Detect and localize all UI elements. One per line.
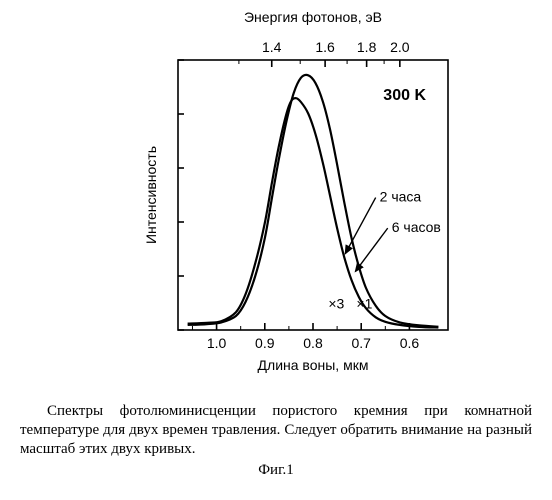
top-tick-label: 1.6: [315, 39, 335, 55]
bottom-tick-label: 1.0: [207, 335, 227, 351]
top-tick-label: 1.4: [262, 39, 282, 55]
bottom-tick-label: 0.9: [255, 335, 275, 351]
curve-2h: [188, 98, 439, 327]
figure-caption: Спектры фотолюминисценции пористого крем…: [20, 402, 532, 458]
bottom-axis-title: Длина воны, мкм: [258, 357, 369, 373]
annotation-arrow: [355, 228, 387, 271]
top-axis-title: Энергия фотонов, эВ: [244, 9, 382, 25]
top-tick-label: 1.8: [357, 39, 377, 55]
pl-spectra-chart: Энергия фотонов, эВ 1.4 1.6 1.8 2.0 1.0 0.9 0.8…: [76, 6, 476, 396]
left-axis-title: Интенсивность: [143, 146, 159, 244]
top-tick-label: 2.0: [390, 39, 410, 55]
bottom-tick-label: 0.7: [351, 335, 371, 351]
scale-label-6h: ×1: [356, 295, 372, 311]
bottom-tick-label: 0.6: [400, 335, 420, 351]
label-2h: 2 часа: [380, 189, 422, 205]
temperature-label: 300 K: [383, 87, 426, 104]
label-6h: 6 часов: [392, 219, 441, 235]
scale-label-2h: ×3: [328, 295, 344, 311]
figure-number: Фиг.1: [18, 462, 534, 479]
page-root: Энергия фотонов, эВ 1.4 1.6 1.8 2.0 1.0 0.9 0.8…: [0, 0, 552, 500]
bottom-tick-label: 0.8: [303, 335, 323, 351]
